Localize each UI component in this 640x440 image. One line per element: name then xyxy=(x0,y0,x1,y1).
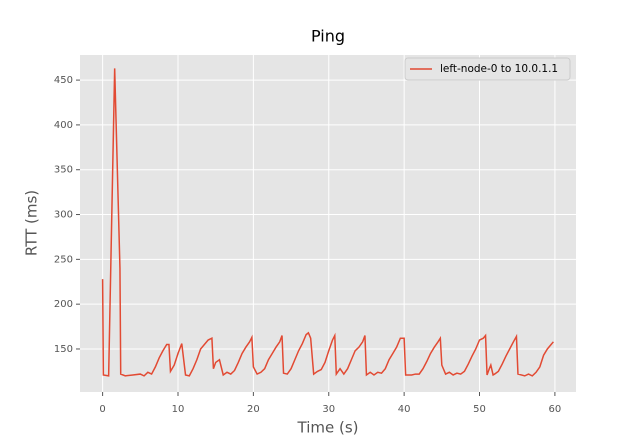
legend-box xyxy=(404,57,571,81)
y-tick-label: 350 xyxy=(54,165,73,176)
line xyxy=(101,68,554,377)
x-tick-label: 30 xyxy=(322,404,335,415)
x-tick-label: 60 xyxy=(549,404,562,415)
plot-area xyxy=(80,55,576,392)
y-tick-label: 450 xyxy=(54,75,73,86)
x-tick-label: 20 xyxy=(247,404,260,415)
x-tick-label: 10 xyxy=(172,404,185,415)
x-tick-label: 0 xyxy=(99,404,105,415)
x-axis-label: Time (s) xyxy=(297,419,359,437)
legend-label: left-node-0 to 10.0.1.1 xyxy=(440,63,558,75)
y-tick-label: 300 xyxy=(54,210,73,221)
y-tick-label: 400 xyxy=(54,120,73,131)
y-tick-label: 150 xyxy=(54,344,73,355)
x-tick-label: 50 xyxy=(473,404,486,415)
y-axis-label: RTT (ms) xyxy=(23,190,41,256)
x-tick-label: 40 xyxy=(398,404,411,415)
chart-title: Ping xyxy=(311,27,345,46)
y-tick-label: 200 xyxy=(54,299,73,310)
y-tick-label: 250 xyxy=(54,254,73,265)
